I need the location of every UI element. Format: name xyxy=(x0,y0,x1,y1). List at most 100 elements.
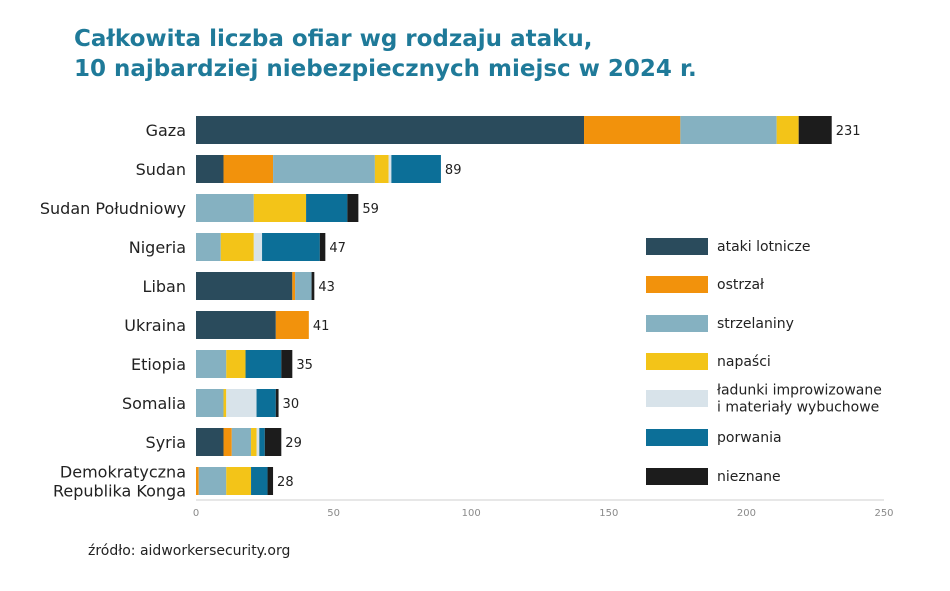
total-label: 59 xyxy=(362,202,379,217)
bar-segment xyxy=(226,467,252,495)
bar-segment xyxy=(196,350,227,378)
bar-segment xyxy=(196,389,224,417)
source-note: źródło: aidworkersecurity.org xyxy=(88,543,291,559)
legend: ataki lotnicze ostrzał strzelaniny napaści ł… xyxy=(646,238,882,485)
chart-title-line-1: Całkowita liczba ofiar wg rodzaju ataku, xyxy=(74,26,593,52)
bar-segment xyxy=(196,428,224,456)
category-label: Ukraina xyxy=(124,316,186,335)
legend-label-line: nieznane xyxy=(717,469,781,485)
chart-title-line-2: 10 najbardziej niebezpiecznych miejsc w … xyxy=(74,56,697,82)
legend-swatch xyxy=(646,468,708,485)
x-tick-label: 250 xyxy=(874,508,893,519)
x-tick-label: 100 xyxy=(462,508,481,519)
legend-label: ataki lotnicze xyxy=(717,239,810,255)
legend-label: strzelaniny xyxy=(717,316,794,332)
legend-label-line: ostrzał xyxy=(717,277,764,293)
legend-label-line: i materiały wybuchowe xyxy=(717,400,879,416)
legend-swatch xyxy=(646,390,708,407)
total-label: 41 xyxy=(313,319,330,334)
category-labels: Gaza Sudan Sudan Południowy Nigeria Liban Ukr… xyxy=(40,121,186,501)
bar-segment xyxy=(245,350,282,378)
category-label-line: Nigeria xyxy=(129,238,186,257)
category-label: Sudan Południowy xyxy=(40,199,186,218)
total-label: 47 xyxy=(329,241,346,256)
total-label: 28 xyxy=(277,475,294,490)
legend-label: napaści xyxy=(717,354,771,370)
bar-segment xyxy=(374,155,389,183)
bar-segment xyxy=(196,233,221,261)
bar-segment xyxy=(196,272,293,300)
bar-segment xyxy=(798,116,832,144)
total-label: 43 xyxy=(318,280,335,295)
category-label: Gaza xyxy=(146,121,186,140)
bar-segment xyxy=(251,428,257,456)
bar-segment xyxy=(256,389,276,417)
category-label: Sudan xyxy=(136,160,186,179)
category-label-line: Ukraina xyxy=(124,316,186,335)
bar-segment xyxy=(223,389,227,417)
bar-segment xyxy=(253,194,307,222)
total-label: 30 xyxy=(283,397,300,412)
bar-segment xyxy=(253,233,263,261)
bar-segment xyxy=(275,311,309,339)
total-label: 231 xyxy=(836,124,861,139)
bar-segment xyxy=(251,467,268,495)
bar-segment xyxy=(196,194,254,222)
legend-label: ładunki improwizowane i materiały wybucho… xyxy=(717,383,882,416)
bar-segment xyxy=(295,272,312,300)
x-tick-label: 50 xyxy=(327,508,340,519)
bar-segment xyxy=(231,428,252,456)
bar-segment xyxy=(196,311,276,339)
bar-segment xyxy=(273,155,375,183)
bar-segment xyxy=(196,116,585,144)
bar-segment xyxy=(292,272,296,300)
legend-swatch xyxy=(646,238,708,255)
bar-segment xyxy=(391,155,441,183)
bar-segment xyxy=(198,467,227,495)
x-axis: 0 50 100 150 200 250 xyxy=(193,499,894,519)
category-label: Liban xyxy=(143,277,186,296)
bar-segment xyxy=(306,194,348,222)
bar-segment xyxy=(220,233,254,261)
category-label-line: Demokratyczna xyxy=(60,463,186,482)
bar-segment xyxy=(196,155,224,183)
legend-label-line: porwania xyxy=(717,430,782,446)
category-label: Somalia xyxy=(122,394,186,413)
bar-segment xyxy=(311,272,315,300)
total-labels: 231 89 59 47 43 41 35 30 29 28 xyxy=(277,124,860,490)
x-tick-label: 200 xyxy=(737,508,756,519)
category-label-line: Sudan Południowy xyxy=(40,199,186,218)
category-label: Etiopia xyxy=(131,355,186,374)
legend-swatch xyxy=(646,353,708,370)
bar-segment xyxy=(262,233,320,261)
total-label: 29 xyxy=(285,436,302,451)
legend-swatch xyxy=(646,429,708,446)
bar-segment xyxy=(223,155,274,183)
bar-segment xyxy=(319,233,326,261)
category-label-line: Gaza xyxy=(146,121,186,140)
bar-segment xyxy=(584,116,681,144)
bar-segment xyxy=(275,389,279,417)
legend-swatch xyxy=(646,276,708,293)
bar-segment xyxy=(680,116,777,144)
x-tick-label: 0 xyxy=(193,508,199,519)
legend-label: porwania xyxy=(717,430,782,446)
total-label: 35 xyxy=(296,358,313,373)
category-label-line: Republika Konga xyxy=(53,482,186,501)
category-label: Demokratyczna Republika Konga xyxy=(53,463,186,501)
bar-segment xyxy=(281,350,293,378)
legend-label: nieznane xyxy=(717,469,781,485)
legend-label-line: ataki lotnicze xyxy=(717,239,810,255)
bar-segment xyxy=(264,428,282,456)
x-tick-label: 150 xyxy=(599,508,618,519)
bar-segment xyxy=(223,428,232,456)
legend-label-line: ładunki improwizowane xyxy=(717,383,882,399)
legend-label: ostrzał xyxy=(717,277,764,293)
bar-segment xyxy=(267,467,274,495)
legend-label-line: strzelaniny xyxy=(717,316,794,332)
bar-segment xyxy=(388,155,392,183)
category-label-line: Sudan xyxy=(136,160,186,179)
total-label: 89 xyxy=(445,163,462,178)
bar-segment xyxy=(226,389,257,417)
